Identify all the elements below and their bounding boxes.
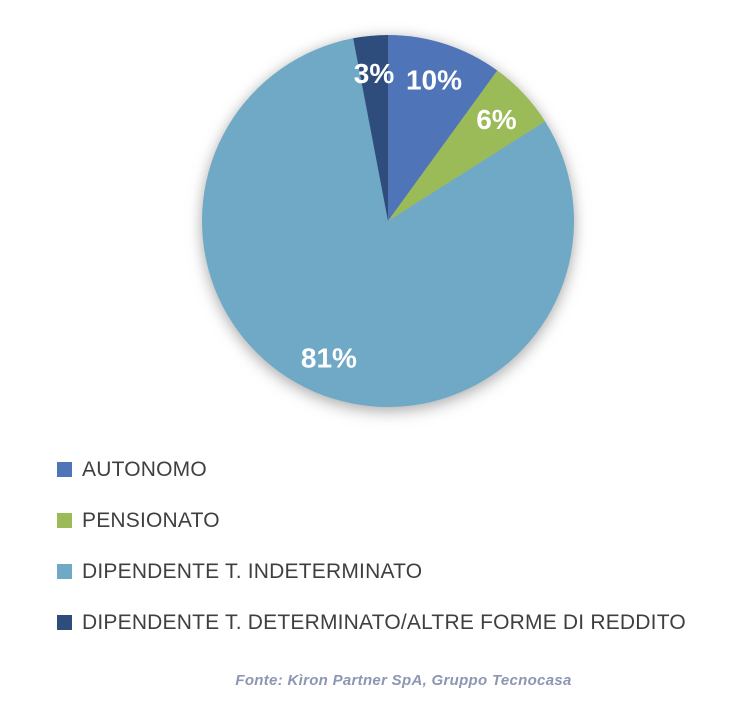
legend-item: DIPENDENTE T. INDETERMINATO — [57, 560, 686, 583]
legend-swatch — [57, 564, 72, 579]
pie-slice-label: 81% — [301, 343, 357, 374]
legend-item: PENSIONATO — [57, 509, 686, 532]
legend-label: AUTONOMO — [82, 457, 207, 481]
pie-slice-dipendente-t-indeterminato — [201, 38, 574, 407]
pie-slice-pensionato — [388, 70, 546, 221]
pie-slice-autonomo — [388, 35, 498, 221]
pie-slice-label: 3% — [354, 58, 395, 89]
source-note: Fonte: Kìron Partner SpA, Gruppo Tecnoca… — [235, 672, 572, 689]
pie-slice-label: 6% — [476, 104, 517, 135]
legend-swatch — [57, 513, 72, 528]
legend-label: PENSIONATO — [82, 508, 220, 532]
pie-slice-label: 10% — [406, 64, 462, 95]
legend-item: DIPENDENTE T. DETERMINATO/ALTRE FORME DI… — [57, 611, 686, 634]
pie-slice-dipendente-t-determinato-altre-forme-di-reddito — [353, 35, 388, 221]
pie-chart: 10% 6% 81% 3% — [201, 35, 574, 407]
legend-swatch — [57, 462, 72, 477]
legend-label: DIPENDENTE T. DETERMINATO/ALTRE FORME DI… — [82, 610, 686, 634]
legend-label: DIPENDENTE T. INDETERMINATO — [82, 559, 423, 583]
legend-item: AUTONOMO — [57, 458, 686, 481]
legend-swatch — [57, 615, 72, 630]
legend: AUTONOMO PENSIONATO DIPENDENTE T. INDETE… — [57, 458, 686, 662]
